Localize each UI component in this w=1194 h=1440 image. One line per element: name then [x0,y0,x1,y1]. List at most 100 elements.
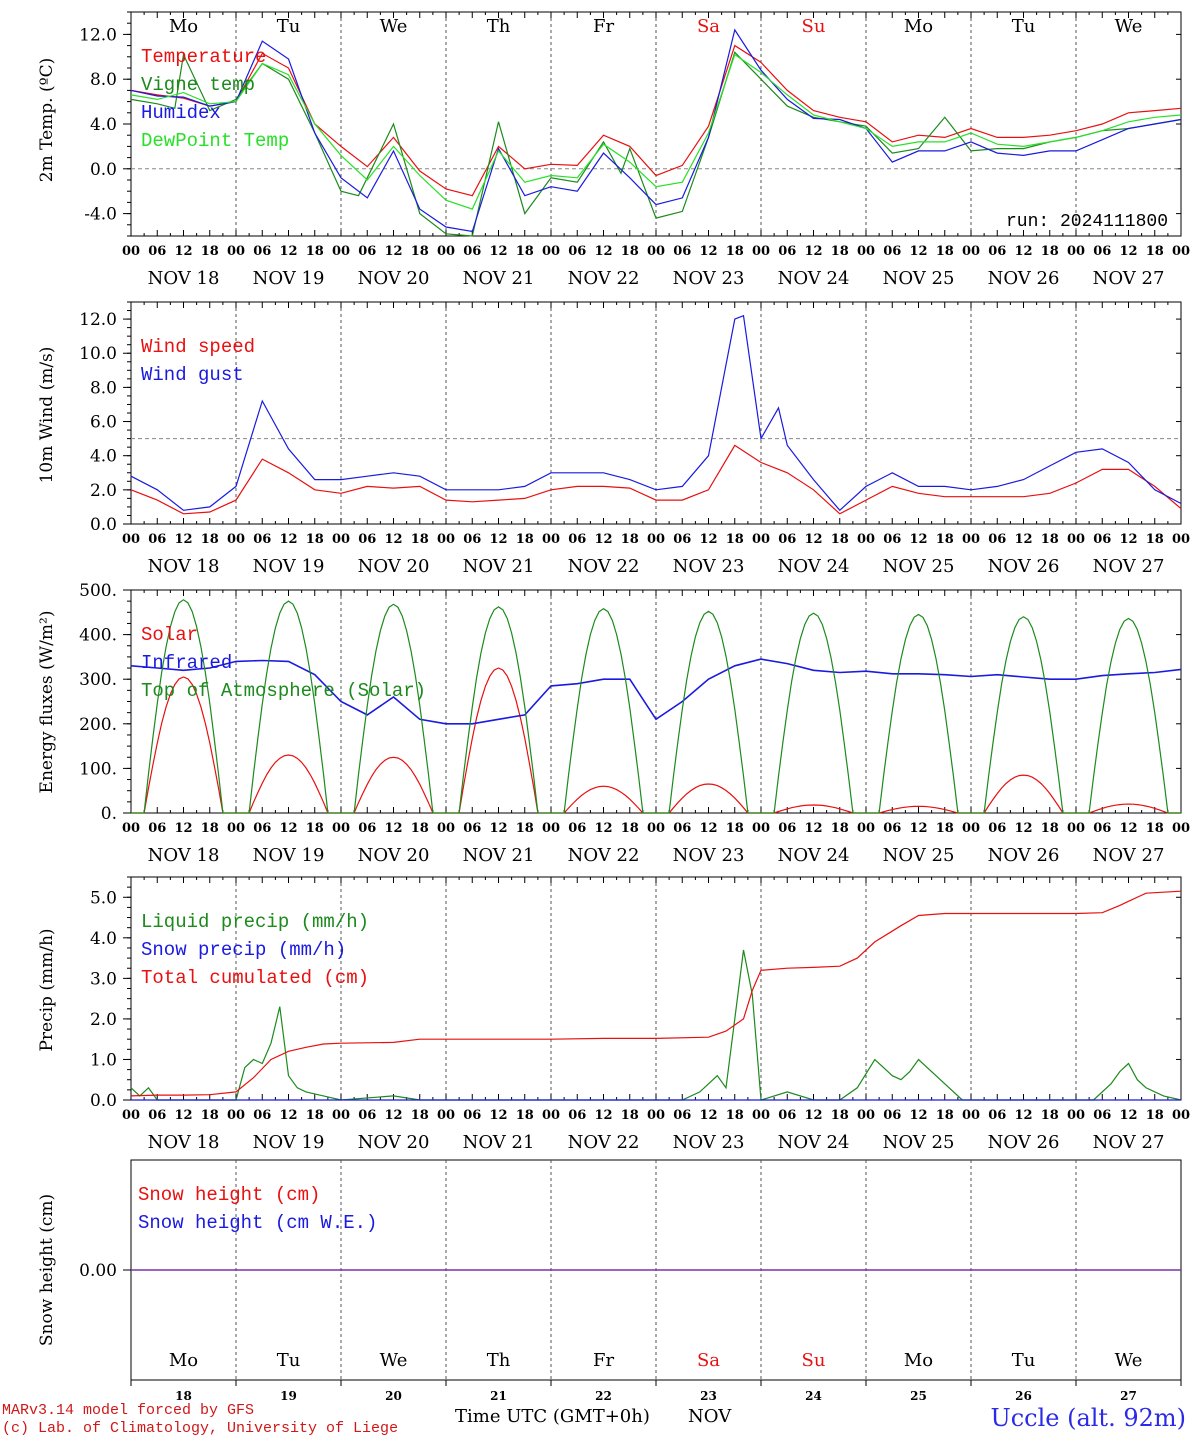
hour-tick-label: 06 [253,244,271,259]
day-number-label: 24 [805,1389,822,1403]
date-label: NOV 20 [358,845,430,866]
hour-tick-label: 18 [726,532,744,547]
day-name-label: Th [487,16,511,37]
hour-tick-label: 12 [909,244,927,259]
y-tick-label: 0. [101,804,117,824]
day-number-label: 18 [175,1389,192,1403]
hour-tick-label: 06 [883,532,901,547]
hour-tick-label: 00 [857,244,875,259]
hour-tick-label: 18 [516,1108,534,1123]
footer-model: MARv3.14 model forced by GFS [2,1402,255,1419]
y-tick-label: 0.0 [90,515,117,535]
series-line-vigne-temp [130,51,1182,237]
hour-tick-label: 06 [673,1108,691,1123]
hour-tick-label: 00 [647,532,665,547]
day-number-label: 19 [280,1389,297,1403]
hour-tick-label: 18 [1041,1108,1059,1123]
day-number-label: 26 [1015,1389,1032,1403]
day-name-label: Su [802,16,826,37]
x-axis-label: Time UTC (GMT+0h) [455,1406,650,1427]
hour-tick-label: 00 [122,244,140,259]
y-tick-label: 100. [79,759,117,779]
hour-tick-label: 18 [621,532,639,547]
y-tick-label: 8.0 [90,70,117,90]
hour-tick-label: 18 [831,244,849,259]
y-axis-label: 10m Wind (m/s) [37,347,57,484]
hour-tick-label: 18 [306,532,324,547]
hour-tick-label: 00 [332,1108,350,1123]
day-name-label: Tu [1012,16,1036,37]
hour-tick-label: 00 [227,821,245,836]
hour-tick-label: 06 [673,532,691,547]
hour-tick-label: 06 [463,244,481,259]
series-line-dewpoint-temp [130,53,1182,210]
y-tick-label: 4.0 [90,115,117,135]
series-line-wind-gust [130,314,1182,512]
day-name-label: Tu [277,16,301,37]
hour-tick-label: 06 [358,532,376,547]
hour-tick-label: 00 [542,244,560,259]
y-tick-label: 0.0 [90,1091,117,1111]
hour-tick-label: 06 [1093,532,1111,547]
day-name-label: We [380,1350,408,1371]
date-label: NOV 24 [778,845,850,866]
hour-tick-label: 12 [1119,244,1137,259]
legend-entry: Vigne temp [141,74,255,96]
date-label: NOV 20 [358,556,430,577]
date-label: NOV 18 [148,1132,220,1153]
x-axis-month: NOV [688,1406,732,1427]
hour-tick-label: 00 [1172,1108,1190,1123]
hour-tick-label: 00 [1172,244,1190,259]
panel-2 [123,301,1182,525]
date-label: NOV 26 [988,1132,1060,1153]
date-label: NOV 24 [778,1132,850,1153]
hour-tick-label: 12 [594,244,612,259]
hour-tick-label: 00 [752,532,770,547]
hour-tick-label: 12 [699,532,717,547]
hour-tick-label: 06 [253,1108,271,1123]
hour-tick-label: 06 [778,532,796,547]
hour-tick-label: 06 [778,244,796,259]
day-name-label: Sa [697,1350,720,1371]
hour-tick-label: 06 [883,1108,901,1123]
hour-tick-label: 06 [463,532,481,547]
date-label: NOV 23 [673,1132,745,1153]
hour-tick-label: 06 [148,1108,166,1123]
hour-tick-label: 06 [568,821,586,836]
hour-tick-label: 00 [647,244,665,259]
day-name-label: We [1115,1350,1143,1371]
hour-tick-label: 00 [752,1108,770,1123]
panel-4 [123,876,1182,1101]
y-tick-label: 0.0 [90,160,117,180]
date-label: NOV 27 [1093,268,1165,289]
hour-tick-label: 12 [1119,1108,1137,1123]
legend-entry: Wind gust [141,364,244,386]
hour-tick-label: 12 [489,1108,507,1123]
date-label: NOV 19 [253,556,325,577]
hour-tick-label: 06 [673,244,691,259]
run-label: run: 2024111800 [1006,212,1168,232]
hour-tick-label: 00 [542,532,560,547]
hour-tick-label: 18 [831,532,849,547]
series-line-temperature [130,44,1182,197]
legend-entry: DewPoint Temp [141,130,289,152]
hour-tick-label: 12 [804,244,822,259]
hour-tick-label: 06 [463,821,481,836]
station-name: Uccle (alt. 92m) [990,1404,1186,1432]
day-name-label: Th [487,1350,511,1371]
y-tick-label: 4.0 [90,447,117,467]
hour-tick-label: 00 [857,1108,875,1123]
legend-entry: Snow height (cm) [138,1184,320,1206]
day-name-label: Tu [1012,1350,1036,1371]
hour-tick-label: 12 [804,532,822,547]
date-label: NOV 22 [568,556,640,577]
hour-tick-label: 00 [752,244,770,259]
hour-tick-label: 12 [699,1108,717,1123]
hour-tick-label: 12 [594,821,612,836]
hour-tick-label: 00 [122,532,140,547]
legend-entry: Solar [141,624,198,646]
hour-tick-label: 06 [358,1108,376,1123]
date-label: NOV 27 [1093,556,1165,577]
y-tick-label: 200. [79,715,117,735]
